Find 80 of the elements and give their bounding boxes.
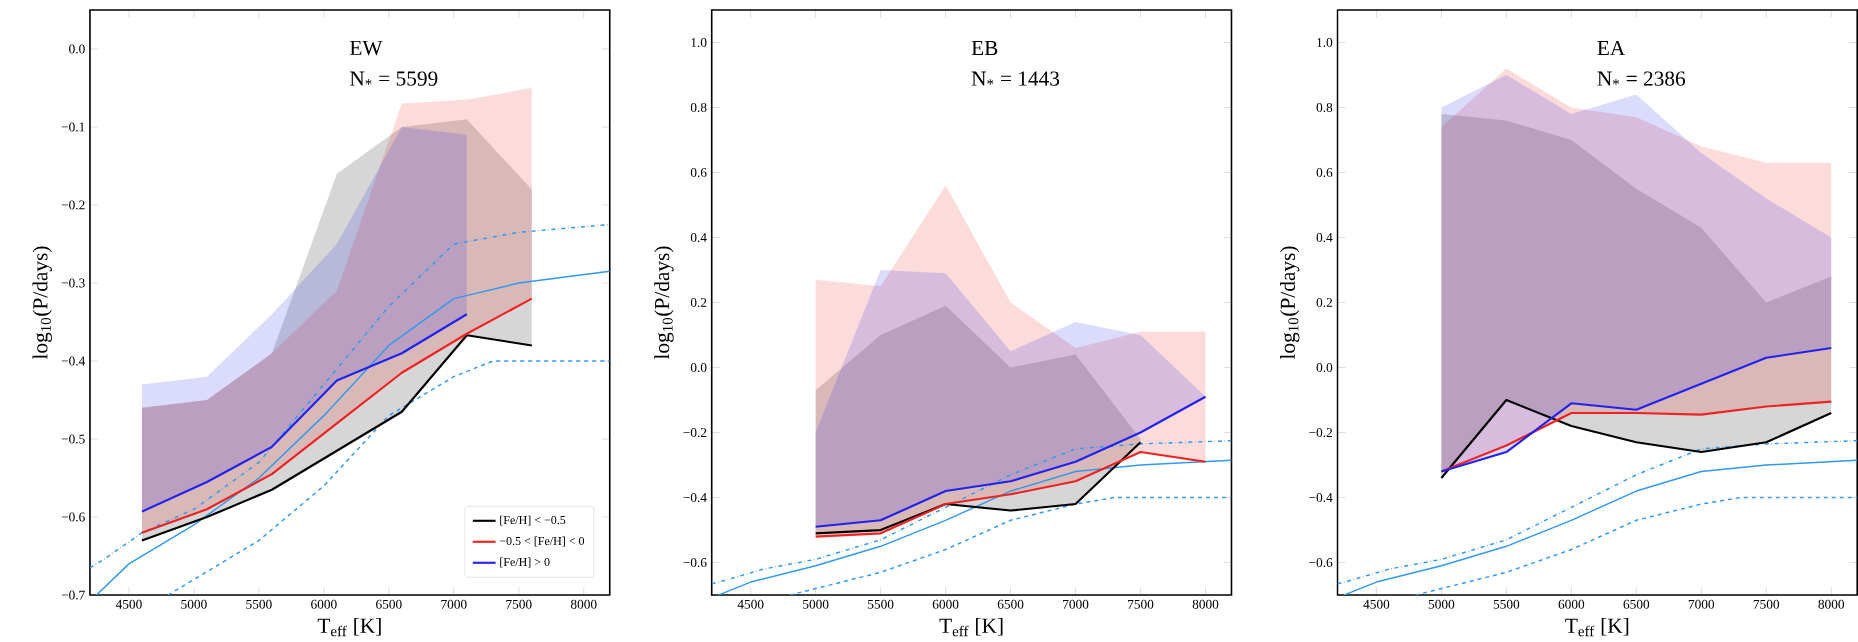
x-tick-label: 8000 (1818, 599, 1845, 609)
y-tick-label: −0.4 (61, 356, 86, 366)
x-tick-label: 7000 (441, 599, 467, 609)
line-series (140, 313, 468, 513)
line-series (1440, 347, 1833, 473)
line-series (1337, 440, 1858, 585)
line-series (140, 297, 533, 534)
x-tick-label: 4500 (1363, 599, 1390, 609)
x-tick-label: 5500 (246, 599, 272, 609)
line-series (814, 441, 1142, 535)
x-tick-label: 6000 (1558, 599, 1585, 609)
y-tick-label: 0.4 (690, 233, 707, 243)
y-tick-label: −0.2 (61, 200, 85, 210)
x-tick-label: 5500 (1493, 599, 1520, 609)
x-tick-label: 8000 (570, 599, 597, 609)
y-tick-label: 0.6 (1316, 168, 1333, 178)
y-axis-title: log$_{10}$(P/days) (32, 246, 52, 360)
x-axis-title: T$_{eff}$ [K] (1565, 618, 1629, 637)
y-tick-label: −0.4 (683, 493, 707, 503)
x-tick-label: 6000 (932, 599, 959, 609)
y-tick-label: −0.5 (61, 434, 85, 444)
line-series (1414, 496, 1858, 596)
y-tick-label: 1.0 (691, 38, 707, 48)
y-tick-label: 0.2 (690, 298, 707, 308)
x-axis-title: T$_{eff}$ [K] (939, 618, 1003, 637)
legend-label: [Fe/H] > 0 (500, 557, 550, 568)
line-series (814, 451, 1207, 538)
x-tick-label: 4500 (737, 599, 764, 609)
x-tick-label: 5000 (181, 599, 207, 609)
y-tick-label: 0.0 (69, 44, 85, 54)
y-tick-label: 0.4 (1316, 233, 1333, 243)
x-tick-label: 6500 (376, 599, 402, 609)
line-series (1343, 459, 1858, 596)
y-tick-label: 0.8 (1316, 103, 1333, 113)
x-tick-label: 6000 (311, 599, 337, 609)
y-tick-label: 0.0 (1316, 363, 1333, 373)
x-tick-label: 7500 (506, 599, 532, 609)
line-series (788, 496, 1232, 596)
legend-label: [Fe/H] < −0.5 (500, 515, 566, 526)
x-tick-label: 5000 (803, 599, 829, 609)
annotation: N$_{*}$ = 1443 (971, 71, 1060, 86)
line-series (711, 440, 1232, 585)
annotation: EW (349, 41, 383, 56)
y-axis-title: log$_{10}$(P/days) (1280, 246, 1300, 360)
y-tick-label: −0.3 (61, 278, 85, 288)
line-series (95, 270, 610, 596)
y-tick-label: −0.6 (61, 512, 85, 522)
legend-label: −0.5 < [Fe/H] < 0 (499, 536, 585, 547)
x-tick-label: 5000 (1428, 599, 1455, 609)
annotation: EB (971, 41, 998, 56)
line-series (89, 223, 610, 569)
x-tick-label: 7500 (1753, 599, 1780, 609)
x-tick-label: 6500 (1623, 599, 1650, 609)
line-series (814, 395, 1207, 529)
x-tick-label: 7000 (1063, 599, 1089, 609)
y-tick-label: −0.6 (683, 558, 707, 568)
y-tick-label: 0.8 (690, 103, 707, 113)
x-tick-label: 5500 (868, 599, 894, 609)
y-tick-label: 0.0 (690, 363, 707, 373)
annotation: N$_{*}$ = 2386 (1597, 71, 1686, 86)
y-tick-label: −0.2 (683, 428, 707, 438)
y-tick-label: −0.1 (61, 122, 85, 132)
x-tick-label: 6500 (997, 599, 1024, 609)
line-series (167, 360, 610, 596)
x-tick-label: 8000 (1192, 599, 1219, 609)
x-axis-title: T$_{eff}$ [K] (317, 618, 381, 637)
y-tick-label: −0.7 (61, 590, 85, 600)
y-tick-label: −0.6 (1309, 558, 1333, 568)
line-series (717, 459, 1232, 596)
y-tick-label: −0.2 (1309, 428, 1332, 438)
y-tick-label: −0.4 (1309, 493, 1333, 503)
y-tick-label: 0.6 (690, 168, 707, 178)
annotation: N$_{*}$ = 5599 (349, 71, 438, 86)
y-tick-label: 0.2 (1316, 298, 1332, 308)
x-tick-label: 4500 (115, 599, 142, 609)
x-tick-label: 7500 (1128, 599, 1154, 609)
annotation: EA (1597, 41, 1626, 56)
x-tick-label: 7000 (1688, 599, 1715, 609)
y-axis-title: log$_{10}$(P/days) (654, 246, 674, 360)
y-tick-label: 1.0 (1317, 38, 1333, 48)
